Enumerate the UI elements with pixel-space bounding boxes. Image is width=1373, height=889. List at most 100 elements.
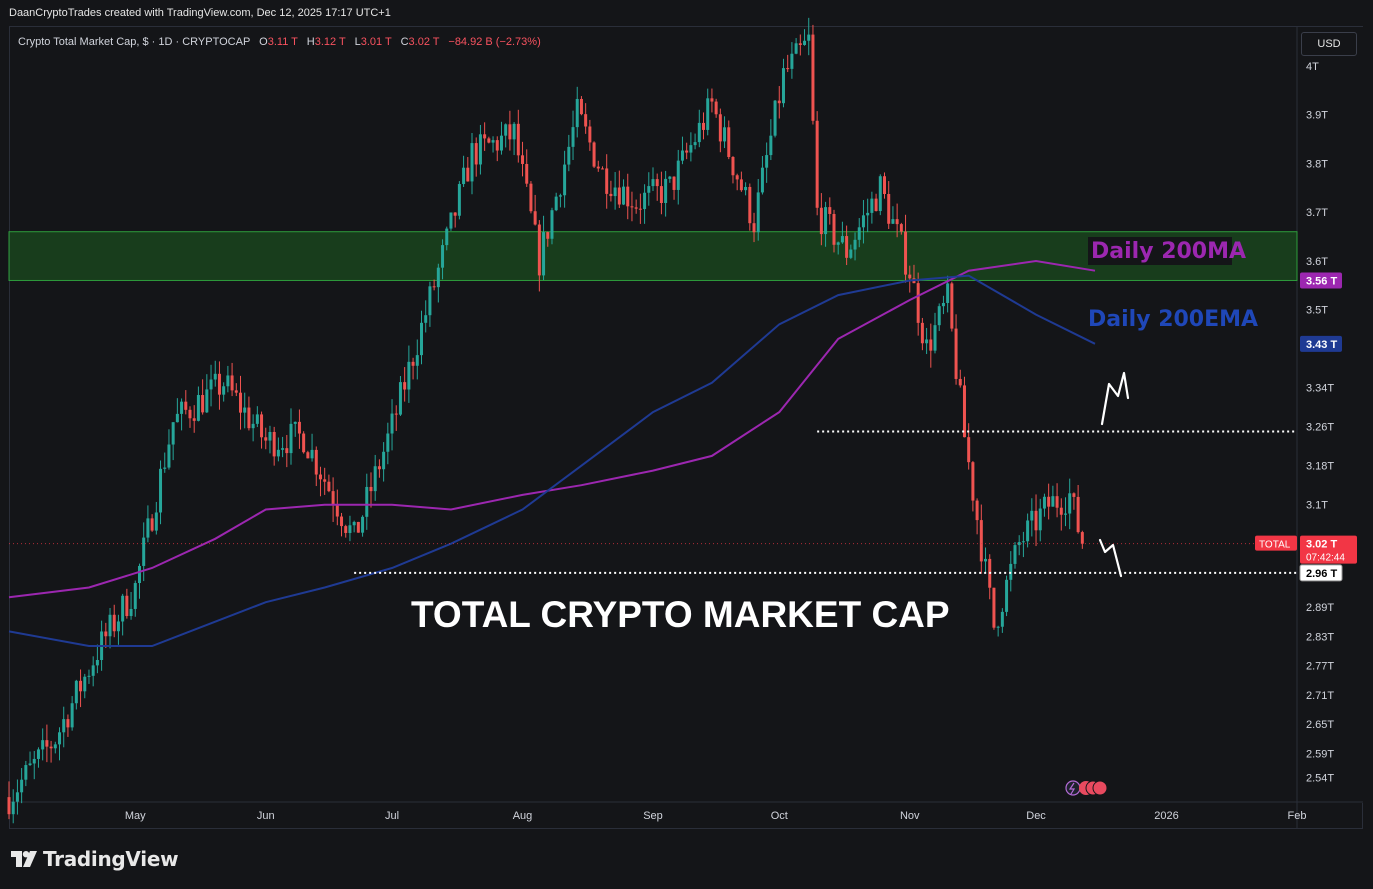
candle-body (563, 164, 567, 196)
candle-body (142, 537, 146, 566)
candle-body (45, 740, 49, 747)
candle-body (592, 142, 596, 167)
candle-body (984, 558, 988, 562)
candle-body (1017, 542, 1021, 546)
candle-body (996, 626, 1000, 628)
candle-body (525, 163, 529, 184)
candle-body (323, 479, 327, 482)
candle-body (196, 395, 200, 421)
candle-body (529, 183, 533, 212)
candle-body (310, 449, 314, 459)
candle-body (167, 444, 171, 468)
candle-body (1005, 579, 1009, 612)
candle-body (377, 466, 381, 470)
candle-body (58, 732, 62, 745)
candle-body (260, 414, 264, 438)
ema200-chart-label: Daily 200EMA (1088, 307, 1258, 332)
price-chart[interactable]: Daily 200MA Daily 200EMA TOTAL CRYPTO MARK… (0, 0, 1373, 829)
candle-body (840, 236, 844, 243)
candle-body (314, 449, 318, 475)
candle-body (781, 68, 785, 104)
candle-body (1021, 541, 1025, 543)
candle-body (643, 192, 647, 210)
candle-body (293, 421, 297, 424)
candle-body (579, 98, 583, 115)
candle-body (870, 198, 874, 213)
x-tick-label: Nov (900, 810, 920, 822)
y-tick-label: 3.34T (1306, 383, 1334, 395)
candle-body (285, 448, 289, 454)
currency-selector[interactable]: USD (1301, 32, 1357, 56)
candle-body (992, 587, 996, 628)
candle-body (188, 409, 192, 419)
candle-body (1047, 496, 1051, 507)
candle-body (899, 224, 903, 232)
tradingview-logo[interactable]: TradingView (11, 847, 179, 871)
candle-body (1038, 508, 1042, 531)
candle-body (159, 468, 163, 513)
candle-body (104, 631, 108, 637)
candle-body (1009, 563, 1013, 580)
x-tick-label: Dec (1026, 810, 1046, 822)
candle-body (327, 481, 331, 492)
candle-body (146, 518, 150, 538)
candle-body (449, 212, 453, 229)
candle-body (175, 413, 179, 423)
candle-body (866, 212, 870, 216)
candle-body (411, 361, 415, 366)
candle-body (356, 521, 360, 533)
tradingview-brand-text: TradingView (43, 847, 179, 871)
x-tick-label: 2026 (1154, 810, 1178, 822)
close-label: C (400, 36, 409, 48)
ema200-line (8, 274, 1096, 647)
candle-body (811, 34, 815, 121)
current-price-badge (1300, 535, 1357, 564)
candle-body (584, 114, 588, 127)
candle-body (457, 184, 461, 216)
candle-body (424, 315, 428, 323)
candle-body (904, 231, 908, 275)
candle-body (954, 328, 958, 379)
candle-body (24, 765, 28, 780)
candle-body (1042, 496, 1046, 509)
candle-body (340, 516, 344, 527)
candle-body (415, 355, 419, 366)
price-axis-bg (1297, 27, 1363, 803)
candle-body (567, 146, 571, 165)
ma200-price-badge-text: 3.56 T (1306, 275, 1337, 287)
open-value: 3.11 T (267, 36, 298, 48)
candle-body (571, 127, 575, 147)
candle-body (499, 135, 503, 151)
candle-body (373, 466, 377, 492)
candle-body (537, 224, 541, 276)
candle-body (668, 176, 672, 179)
candle-body (849, 249, 853, 258)
candle-body (365, 486, 369, 517)
candle-body (946, 283, 950, 303)
candle-body (634, 207, 638, 209)
candle-body (680, 150, 684, 161)
candle-body (209, 379, 213, 390)
event-icons[interactable] (1065, 780, 1108, 796)
candle-body (630, 206, 634, 208)
candle-body (268, 431, 272, 441)
candle-body (803, 40, 807, 45)
candle-body (163, 467, 167, 469)
candle-body (752, 223, 756, 233)
y-tick-label: 2.83T (1306, 631, 1334, 643)
candle-body (521, 155, 525, 164)
candle-body (975, 500, 979, 521)
candle-body (272, 431, 276, 457)
candle-body (971, 462, 975, 501)
candle-body (647, 186, 651, 193)
candle-body (302, 433, 306, 453)
candle-body (891, 219, 895, 224)
candle-body (718, 114, 722, 142)
candle-body (861, 215, 865, 228)
candle-body (600, 168, 604, 170)
candle-body (533, 211, 537, 225)
candle-body (1076, 496, 1080, 533)
candle-body (739, 179, 743, 191)
candle-body (1059, 507, 1063, 515)
candle-body (605, 168, 609, 194)
